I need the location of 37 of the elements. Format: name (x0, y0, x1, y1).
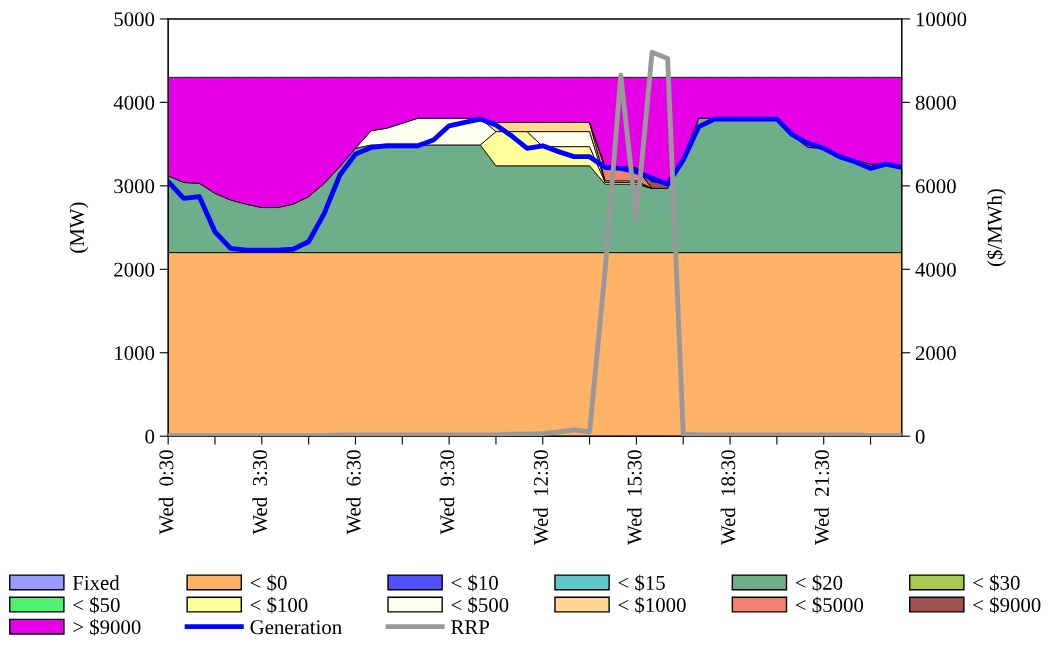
y-tick-label: 4000 (113, 95, 155, 110)
legend-label: < $50 (73, 596, 120, 614)
y2-tick-label: 8000 (915, 95, 956, 110)
legend-label: Generation (250, 620, 342, 635)
legend-label: < $100 (250, 596, 308, 614)
y-tick-label: 1000 (115, 346, 155, 361)
x-tick-label: Wed 15:30 (626, 450, 642, 545)
x-tick-label: Wed 18:30 (720, 450, 736, 545)
legend-label: > $9000 (73, 618, 141, 636)
y-tick-label: 3000 (114, 179, 155, 194)
y-tick-label: 5000 (114, 12, 155, 27)
x-tick-label: Wed 0:30 (158, 450, 174, 535)
legend-label: < $0 (250, 574, 287, 592)
legend-label: < $9000 (973, 596, 1041, 614)
y2-axis-title: ($/MWh) (986, 189, 1006, 266)
y-axis-title: (MW) (69, 202, 89, 253)
y2-tick-label: 4000 (915, 262, 956, 277)
y-tick-label: 2000 (114, 262, 155, 277)
y2-tick-label: 2000 (915, 346, 956, 361)
legend-label: < $15 (618, 574, 665, 592)
x-tick-label: Wed 6:30 (346, 450, 361, 535)
legend-label: Fixed (72, 575, 120, 590)
legend-label: < $500 (451, 596, 509, 614)
x-tick-label: Wed 3:30 (252, 450, 268, 535)
x-tick-label: Wed 21:30 (814, 450, 830, 545)
y2-tick-label: 6000 (915, 179, 956, 194)
legend-label: < $1000 (618, 596, 686, 614)
legend-label: < $5000 (795, 596, 864, 614)
x-tick-label: Wed 9:30 (439, 450, 455, 535)
x-tick-label: Wed 12:30 (533, 450, 549, 545)
y-tick-label: 0 (145, 429, 155, 444)
legend-label: < $10 (451, 574, 498, 592)
y2-tick-label: 0 (915, 429, 925, 444)
y2-tick-label: 10000 (916, 12, 967, 27)
legend-label: RRP (451, 620, 490, 634)
legend-label: < $30 (973, 574, 1020, 592)
legend-label: < $20 (795, 574, 843, 592)
